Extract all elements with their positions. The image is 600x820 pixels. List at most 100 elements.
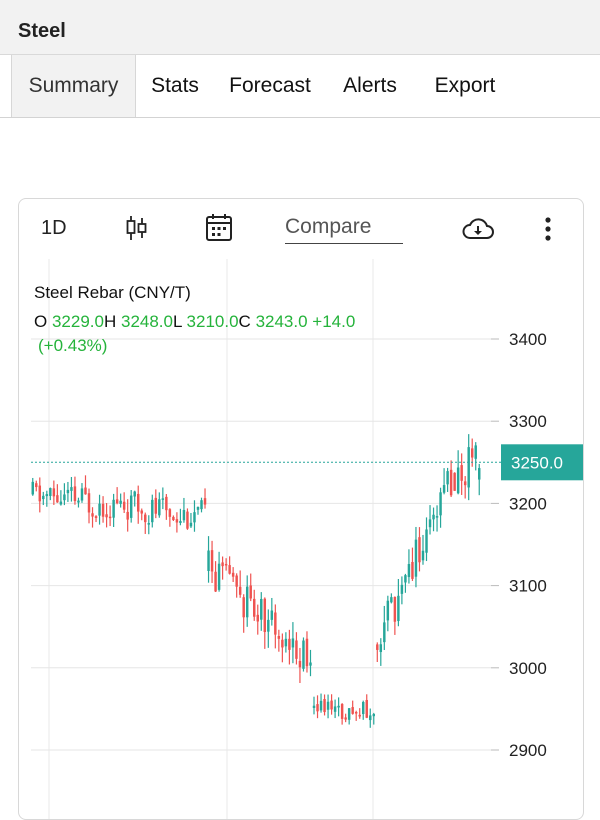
candle-body xyxy=(35,483,38,488)
more-vertical-icon[interactable] xyxy=(544,216,552,247)
candle xyxy=(337,697,340,717)
candle xyxy=(165,494,168,520)
candle xyxy=(330,694,333,715)
candle xyxy=(400,576,404,605)
candle xyxy=(52,480,56,505)
candle-body xyxy=(302,640,305,669)
candle xyxy=(179,508,182,526)
candle-body xyxy=(470,448,474,458)
candle xyxy=(418,527,421,572)
candle xyxy=(372,712,376,725)
candle xyxy=(478,463,481,496)
candle xyxy=(323,694,326,716)
candle xyxy=(161,487,165,510)
legend-title: Steel Rebar (CNY/T) xyxy=(34,283,191,302)
high-key: H xyxy=(103,312,117,331)
candle-body xyxy=(407,564,411,578)
candle xyxy=(144,512,147,534)
candle-body xyxy=(66,489,70,494)
candle-body xyxy=(274,612,277,635)
candle-body xyxy=(94,516,98,518)
candle-body xyxy=(249,585,252,599)
candle xyxy=(284,632,288,653)
price-axis: 3400 3300 3200 3100 3000 2900 3250.0 xyxy=(31,330,583,760)
candle xyxy=(66,481,70,502)
tab-export[interactable]: Export xyxy=(434,74,496,97)
candle-body xyxy=(463,481,467,486)
cloud-download-icon[interactable] xyxy=(461,217,495,246)
grid xyxy=(31,259,491,819)
candle xyxy=(182,497,186,523)
candle xyxy=(168,508,172,527)
candle-body xyxy=(298,660,302,668)
candle-body xyxy=(390,597,393,603)
candle-body xyxy=(439,492,442,516)
range-button[interactable]: 1D xyxy=(41,217,67,239)
candle xyxy=(439,487,442,528)
candle-body xyxy=(238,586,242,595)
candle xyxy=(200,497,203,513)
candle xyxy=(467,434,470,501)
candle xyxy=(309,649,312,677)
candle xyxy=(376,642,379,662)
candle xyxy=(460,453,463,495)
candle-body xyxy=(435,516,439,518)
candle xyxy=(217,551,221,592)
candle-body xyxy=(158,499,161,516)
candle-body xyxy=(337,705,340,708)
candle-body xyxy=(333,706,337,712)
candle xyxy=(45,490,49,507)
candle xyxy=(379,638,383,666)
candle xyxy=(63,483,66,506)
candle xyxy=(172,515,175,522)
candle-body xyxy=(73,486,77,502)
candle-body xyxy=(63,494,66,501)
candle xyxy=(270,597,274,626)
candle-body xyxy=(354,712,358,714)
candle-body xyxy=(42,495,45,500)
candle xyxy=(73,476,77,505)
candlestick-icon[interactable] xyxy=(125,215,149,246)
tab-alerts[interactable]: Alerts xyxy=(343,74,397,97)
candle-body xyxy=(267,619,270,632)
candle-body xyxy=(200,500,203,510)
candle xyxy=(351,700,354,715)
candle xyxy=(319,693,323,713)
candle xyxy=(386,595,390,632)
compare-input[interactable]: Compare xyxy=(285,215,403,244)
candle xyxy=(291,622,295,664)
candle xyxy=(407,549,411,584)
candle xyxy=(108,505,112,527)
candle xyxy=(446,467,449,492)
candle-body xyxy=(147,523,151,525)
candle xyxy=(397,578,400,627)
candle-body xyxy=(140,510,143,514)
candle-body xyxy=(119,500,122,504)
candle-body xyxy=(411,561,414,579)
candle xyxy=(87,488,91,524)
tab-forecast[interactable]: Forecast xyxy=(229,74,311,97)
candle-body xyxy=(108,516,112,519)
candle-body xyxy=(397,595,400,622)
candle xyxy=(298,647,302,684)
candle-body xyxy=(467,447,470,488)
price-chart[interactable]: 3400 3300 3200 3100 3000 2900 3250.0 xyxy=(19,259,583,819)
candle-body xyxy=(242,597,245,618)
tab-stats[interactable]: Stats xyxy=(151,74,199,97)
candle-body xyxy=(217,563,221,590)
candle xyxy=(453,472,456,491)
candle-body xyxy=(52,488,56,497)
axis-tick-label: 3400 xyxy=(509,330,547,349)
candle xyxy=(421,534,425,565)
candle xyxy=(101,496,105,523)
top-bar: Steel xyxy=(0,0,600,55)
calendar-icon[interactable] xyxy=(205,212,233,247)
candle xyxy=(281,633,284,663)
candle xyxy=(151,494,154,528)
candle xyxy=(249,573,252,602)
tab-summary[interactable]: Summary xyxy=(11,55,136,117)
candle-body xyxy=(154,497,158,514)
candle xyxy=(147,515,151,535)
candle xyxy=(340,703,344,725)
candle-body xyxy=(122,501,126,510)
